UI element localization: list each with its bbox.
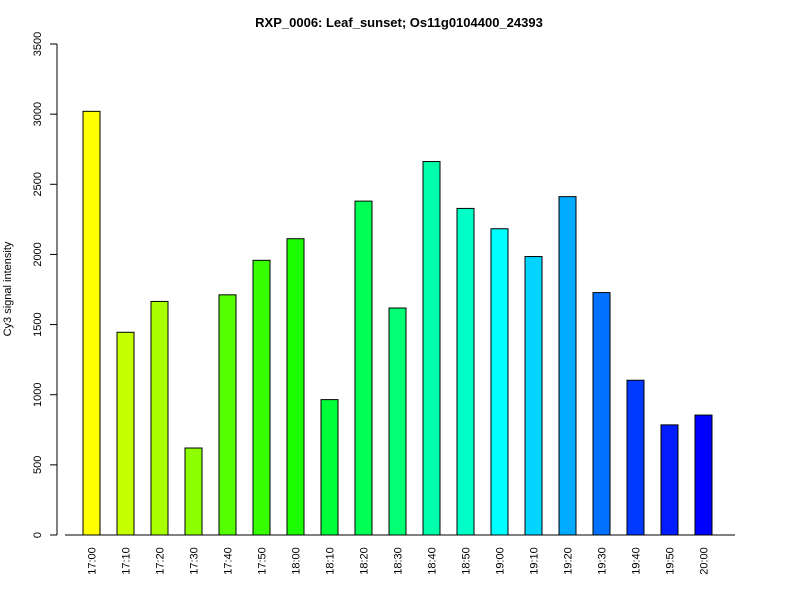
x-tick-label: 17:20 [155, 547, 167, 575]
bar-1910 [524, 256, 543, 536]
bar-1840 [422, 161, 441, 536]
y-tick-label: 500 [32, 456, 44, 474]
x-tick-label: 18:00 [291, 547, 303, 575]
x-tick-label: 18:30 [393, 547, 405, 575]
bar-1710 [116, 331, 135, 536]
y-tick-label: 0 [32, 532, 44, 538]
x-tick-label: 17:00 [87, 547, 99, 575]
y-tick-label: 1500 [32, 312, 44, 336]
bar-1900 [490, 228, 509, 536]
x-tick-label: 19:30 [597, 547, 609, 575]
x-tick-label: 18:10 [325, 547, 337, 575]
bar-1700 [82, 110, 101, 536]
bar-1810 [320, 399, 339, 536]
x-tick-label: 19:20 [563, 547, 575, 575]
x-axis: 17:00 17:10 17:20 17:30 17:40 17:50 18:00 18:10… [65, 534, 735, 575]
y-axis: 0 500 1000 1500 2000 2500 3000 3500 [32, 32, 58, 538]
x-tick-label: 17:40 [223, 547, 235, 575]
y-tick-label: 1000 [32, 382, 44, 406]
bar-1730 [184, 447, 203, 536]
x-tick-label: 18:20 [359, 547, 371, 575]
bars [82, 110, 713, 536]
y-tick-label: 2500 [32, 172, 44, 196]
bar-1950 [660, 424, 679, 536]
bar-1930 [592, 292, 611, 536]
x-tick-label: 17:10 [121, 547, 133, 575]
chart-title: RXP_0006: Leaf_sunset; Os11g0104400_2439… [255, 15, 543, 30]
x-tick-label: 18:50 [461, 547, 473, 575]
x-tick-label: 18:40 [427, 547, 439, 575]
bar-1800 [286, 238, 305, 536]
bar-1940 [626, 379, 645, 536]
x-tick-label: 19:00 [495, 547, 507, 575]
y-tick-label: 3500 [32, 32, 44, 56]
x-tick-label: 19:40 [631, 547, 643, 575]
x-tick-label: 17:30 [189, 547, 201, 575]
y-tick-label: 2000 [32, 242, 44, 266]
y-tick-label: 3000 [32, 102, 44, 126]
bar-1720 [150, 300, 169, 536]
x-tick-label: 17:50 [257, 547, 269, 575]
bar-1830 [388, 307, 407, 536]
x-tick-label: 19:50 [665, 547, 677, 575]
bar-2000 [694, 414, 713, 536]
bar-1740 [218, 294, 237, 536]
bar-1920 [558, 196, 577, 536]
x-tick-label: 20:00 [699, 547, 711, 575]
bar-1750 [252, 259, 271, 536]
bar-1850 [456, 207, 475, 536]
bar-1820 [354, 200, 373, 536]
y-axis-label: Cy3 signal intensity [2, 241, 14, 336]
x-tick-label: 19:10 [529, 547, 541, 575]
